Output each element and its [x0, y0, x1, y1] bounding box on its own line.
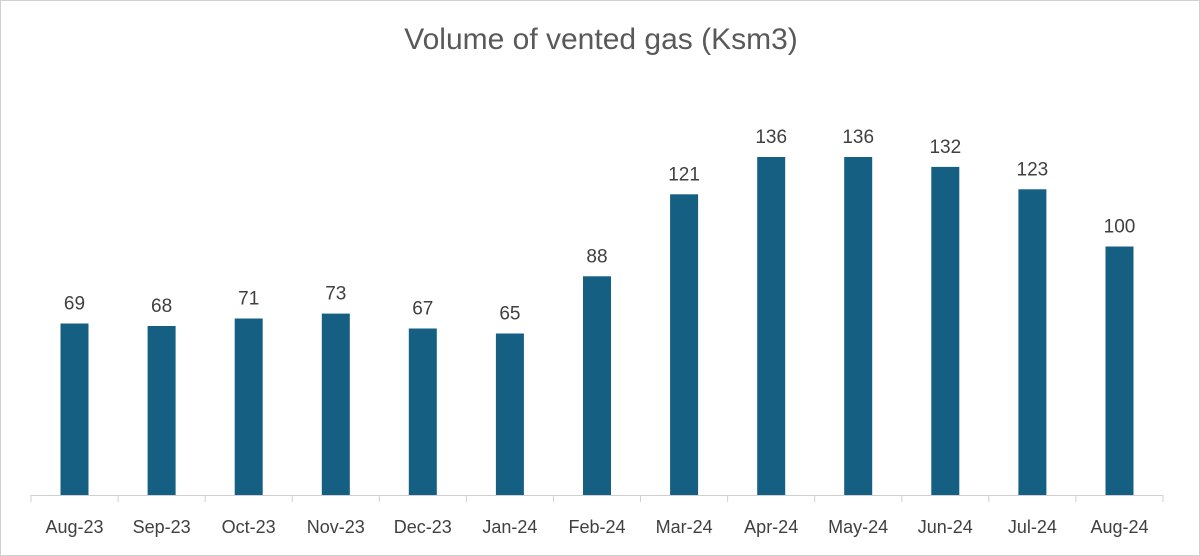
data-label-apr-24: 136	[755, 127, 787, 148]
data-label-may-24: 136	[842, 127, 874, 148]
x-tick-label-jan-24: Jan-24	[482, 517, 537, 537]
bar-jan-24	[495, 333, 524, 495]
data-label-aug-23: 69	[64, 294, 85, 315]
bar-mar-24	[670, 194, 699, 496]
data-label-jan-24: 65	[499, 304, 520, 325]
data-label-aug-24: 100	[1104, 217, 1136, 238]
bar-nov-23	[321, 313, 350, 495]
x-tick-label-aug-24: Aug-24	[1090, 517, 1148, 537]
bar-jun-24	[931, 166, 960, 495]
data-labels-group: 69 68 71 73 67 65 88 121 136 136 132 123 100	[64, 127, 1135, 325]
x-tick-label-nov-23: Nov-23	[307, 517, 365, 537]
bar-aug-23	[60, 323, 89, 495]
data-label-feb-24: 88	[586, 246, 607, 267]
bar-apr-24	[757, 157, 786, 495]
x-tick-label-feb-24: Feb-24	[568, 517, 625, 537]
data-label-mar-24: 121	[668, 164, 700, 185]
x-tick-label-oct-23: Oct-23	[222, 517, 276, 537]
bar-jul-24	[1018, 189, 1047, 496]
x-tick-label-jul-24: Jul-24	[1008, 517, 1057, 537]
bars-group	[60, 157, 1134, 496]
x-axis-ticks	[30, 495, 1164, 502]
bar-may-24	[844, 157, 873, 495]
bar-feb-24	[583, 276, 611, 495]
x-tick-label-apr-24: Apr-24	[744, 517, 798, 537]
x-tick-label-dec-23: Dec-23	[394, 517, 452, 537]
bar-dec-23	[408, 328, 437, 495]
bar-aug-24	[1105, 246, 1134, 495]
x-axis-tick-labels: Aug-23 Sep-23 Oct-23 Nov-23 Dec-23 Jan-24 Feb-…	[45, 517, 1148, 537]
x-tick-label-aug-23: Aug-23	[45, 517, 103, 537]
x-tick-label-sep-23: Sep-23	[133, 517, 191, 537]
data-label-nov-23: 73	[325, 284, 346, 305]
x-tick-label-jun-24: Jun-24	[918, 517, 973, 537]
data-label-jun-24: 132	[929, 137, 961, 158]
data-label-dec-23: 67	[412, 299, 433, 320]
data-label-oct-23: 71	[238, 289, 259, 310]
data-label-sep-23: 68	[151, 296, 172, 317]
bar-oct-23	[234, 318, 263, 495]
x-tick-label-mar-24: Mar-24	[656, 517, 713, 537]
data-label-jul-24: 123	[1017, 159, 1049, 180]
chart-title: Volume of vented gas (Ksm3)	[404, 23, 798, 56]
x-tick-label-may-24: May-24	[828, 517, 888, 537]
bar-sep-23	[147, 326, 176, 495]
